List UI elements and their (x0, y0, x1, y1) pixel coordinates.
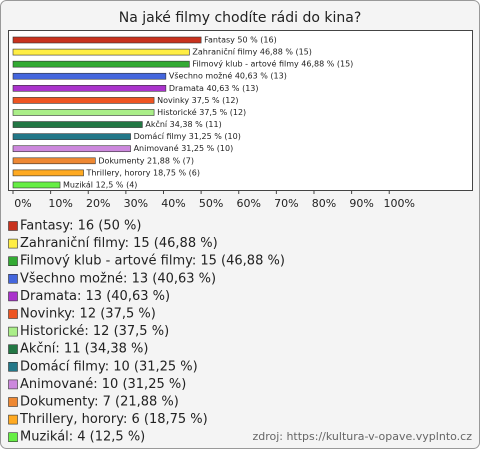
bar (12, 97, 155, 104)
legend-label: Historické: 12 (37,5 %) (20, 324, 169, 339)
legend-label: Zahraniční filmy: 15 (46,88 %) (20, 236, 218, 251)
bar (12, 85, 167, 92)
legend-label: Muzikál: 4 (12,5 %) (20, 430, 145, 445)
legend-label: Fantasy: 16 (50 %) (20, 219, 141, 234)
bar (12, 72, 167, 80)
legend-swatch (8, 397, 18, 407)
legend-swatch (8, 309, 18, 319)
legend-label: Všechno možné: 13 (40,63 %) (20, 271, 216, 286)
legend-label: Domácí filmy: 10 (31,25 %) (20, 359, 198, 374)
bar (12, 169, 84, 177)
legend-swatch (8, 291, 18, 302)
bar (12, 48, 190, 56)
legend-swatch (8, 432, 18, 443)
legend-swatch (8, 273, 18, 284)
bar-label: Thrillery, horory 18,75 % (6) (86, 168, 200, 177)
x-tick-label: 50% (199, 197, 223, 210)
x-tick-label: 0% (14, 197, 31, 210)
bar-label: Animované 31,25 % (10) (134, 143, 234, 153)
bar-label: Historické 37,5 % (12) (157, 107, 246, 117)
legend-swatch (8, 238, 18, 249)
bar-label: Fantasy 50 % (16) (204, 36, 277, 45)
bar-label: Dokumenty 21,88 % (7) (98, 156, 194, 165)
x-tick-label: 80% (312, 197, 336, 210)
legend-swatch (8, 221, 18, 231)
bar (12, 36, 202, 44)
legend-label: Filmový klub - artové filmy: 15 (46,88 %… (20, 254, 285, 269)
x-tick-label: 70% (274, 197, 298, 210)
legend-label: Dokumenty: 7 (21,88 %) (20, 395, 179, 410)
legend-label: Dramata: 13 (40,63 %) (20, 289, 170, 304)
bar-label: Akční 34,38 % (11) (145, 119, 221, 129)
bar (12, 157, 96, 165)
bar (12, 181, 61, 189)
x-tick-label: 30% (124, 197, 148, 210)
bar (12, 133, 131, 140)
legend-swatch (8, 379, 18, 390)
legend-swatch (8, 326, 18, 337)
bar-label: Všechno možné 40,63 % (13) (169, 71, 287, 81)
bar (12, 121, 143, 128)
bar-label: Domácí filmy 31,25 % (10) (134, 132, 241, 141)
x-tick-label: 90% (349, 197, 373, 210)
legend-swatch (8, 414, 18, 425)
bar (12, 145, 131, 153)
bar (12, 60, 190, 68)
legend-swatch (8, 344, 18, 355)
legend-label: Novinky: 12 (37,5 %) (20, 307, 156, 322)
x-tick-label: 60% (237, 197, 261, 210)
legend-label: Animované: 10 (31,25 %) (20, 377, 186, 392)
bar-label: Filmový klub - artové filmy 46,88 % (15) (192, 59, 353, 69)
legend-label: Akční: 11 (34,38 %) (20, 342, 148, 357)
x-tick-label: 100% (384, 197, 415, 210)
chart-title: Na jaké filmy chodíte rádi do kina? (119, 10, 362, 26)
source: zdroj: https://kultura-v-opave.vyplnto.c… (252, 430, 472, 443)
legend-swatch (8, 256, 18, 267)
bar-label: Dramata 40,63 % (13) (169, 84, 259, 93)
legend-label: Thrillery, horory: 6 (18,75 %) (19, 412, 208, 427)
legend-swatch (8, 361, 18, 372)
bar-label: Novinky 37,5 % (12) (157, 96, 238, 105)
bar (12, 109, 155, 116)
bar-label: Muzikál 12,5 % (4) (63, 180, 137, 189)
bar-label: Zahraniční filmy 46,88 % (15) (192, 47, 312, 57)
x-tick-label: 40% (161, 197, 185, 210)
x-tick-label: 10% (48, 197, 72, 210)
x-tick-label: 20% (86, 197, 110, 210)
